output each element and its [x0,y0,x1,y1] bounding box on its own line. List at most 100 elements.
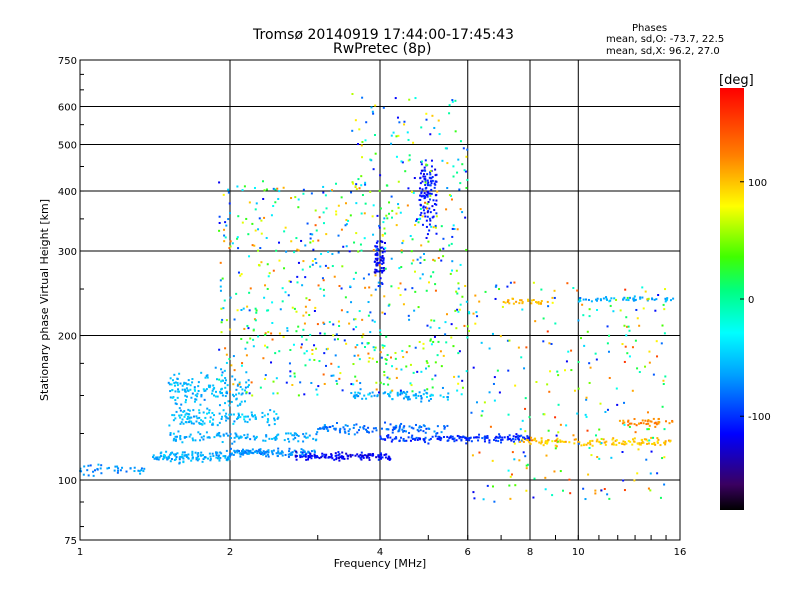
echo-point [152,456,155,459]
echo-point [572,287,575,290]
echo-point [220,331,223,334]
echo-point [415,218,418,221]
echo-point [379,207,382,210]
echo-point [260,261,263,264]
echo-point [425,194,428,197]
echo-point [467,311,470,314]
echo-point [486,484,489,487]
echo-point [544,476,547,479]
echo-point [261,411,264,414]
echo-point [261,416,264,419]
echo-point [535,440,538,443]
echo-point [157,458,160,461]
echo-point [384,358,387,361]
echo-point [427,442,430,445]
echo-point [189,433,192,436]
echo-point [361,96,364,99]
echo-point [218,348,221,351]
echo-point [419,217,422,220]
echo-point [291,383,294,386]
echo-point [432,258,435,261]
echo-point [461,386,464,389]
x-tick-label: 1 [77,547,83,558]
echo-point [308,358,311,361]
echo-point [249,337,252,340]
echo-point [378,189,381,192]
echo-point [293,372,296,375]
echo-point [403,120,406,123]
echo-point [272,449,275,452]
echo-point [367,453,370,456]
echo-point [273,417,276,420]
echo-point [318,216,321,219]
echo-point [187,408,190,411]
echo-point [398,121,401,124]
x-tick-label: 2 [227,547,233,558]
echo-point [501,436,504,439]
echo-point [611,443,614,446]
echo-point [169,377,172,380]
echo-point [616,403,619,406]
echo-point [589,366,592,369]
echo-point [422,342,425,345]
echo-point [450,242,453,245]
echo-point [267,331,270,334]
echo-point [553,289,556,292]
echo-point [388,394,391,397]
echo-point [380,356,383,359]
echo-point [416,438,419,441]
echo-point [663,456,666,459]
echo-point [355,232,358,235]
echo-point [588,381,591,384]
echo-point [610,297,613,300]
echo-point [358,310,361,313]
echo-point [414,97,417,100]
echo-point [224,347,227,350]
echo-point [361,156,364,159]
echo-point [419,207,422,210]
echo-point [171,414,174,417]
echo-point [337,365,340,368]
echo-point [321,277,324,280]
echo-point [226,384,229,387]
echo-point [321,427,324,430]
echo-point [419,176,422,179]
echo-point [607,350,610,353]
echo-point [202,388,205,391]
echo-point [371,452,374,455]
echo-point [315,433,318,436]
echo-point [355,379,358,382]
echo-point [220,321,223,324]
echo-point [576,289,579,292]
echo-point [501,305,504,308]
echo-point [646,439,649,442]
echo-point [429,180,432,183]
echo-point [365,121,368,124]
echo-point [410,190,413,193]
echo-point [372,249,375,252]
echo-point [287,453,290,456]
echo-point [243,327,246,330]
echo-point [598,428,601,431]
echo-point [632,297,635,300]
echo-point [264,284,267,287]
echo-point [385,358,388,361]
echo-point [472,366,475,369]
echo-point [468,312,471,315]
echo-point [383,374,386,377]
echo-point [456,308,459,311]
echo-point [573,438,576,441]
echo-point [491,332,494,335]
echo-point [524,437,527,440]
echo-point [453,437,456,440]
echo-point [200,436,203,439]
echo-point [116,471,119,474]
echo-point [129,467,132,470]
echo-point [379,452,382,455]
echo-point [510,473,513,476]
echo-point [431,378,434,381]
echo-point [457,282,460,285]
echo-point [400,391,403,394]
echo-point [372,168,375,171]
echo-point [166,457,169,460]
